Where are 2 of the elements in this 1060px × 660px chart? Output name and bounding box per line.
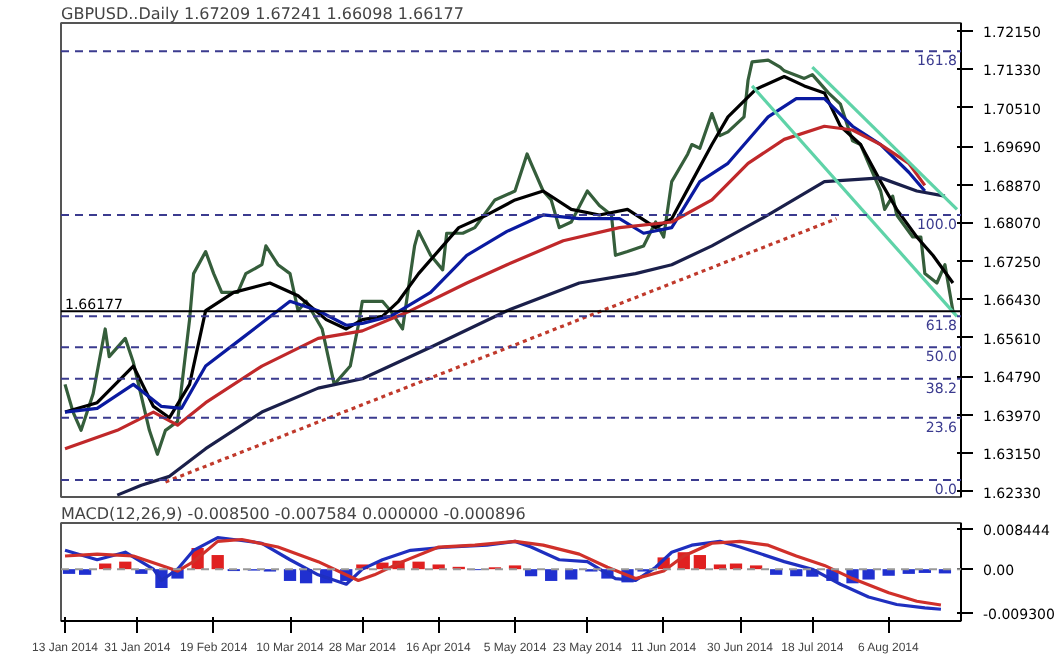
chart-title: GBPUSD..Daily 1.67209 1.67241 1.66098 1.66177 (61, 5, 464, 23)
chart-title: MACD(12,26,9) -0.008500 -0.007584 0.000000 -0.000896 (61, 505, 526, 523)
